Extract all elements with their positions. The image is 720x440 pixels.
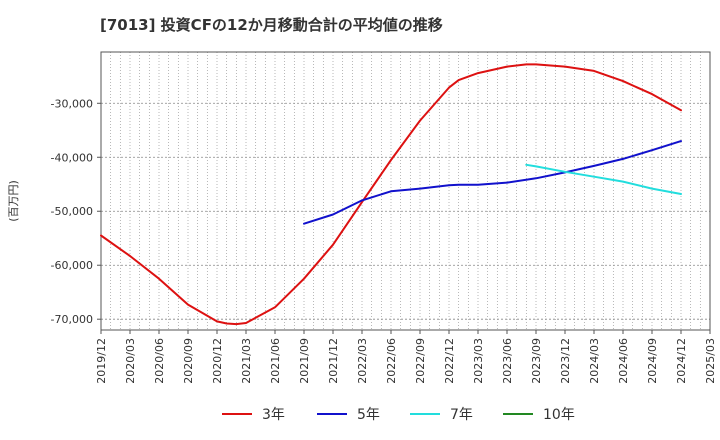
x-tick-label: 2021/03 [240, 338, 253, 384]
data-point [525, 164, 527, 166]
x-tick-label: 2022/03 [356, 338, 369, 384]
grid [101, 52, 710, 330]
x-tick-label: 2020/09 [182, 338, 195, 384]
x-tick-label: 2021/12 [327, 338, 340, 384]
data-point [419, 187, 421, 190]
data-point [506, 182, 508, 184]
data-point [458, 79, 460, 81]
y-axis-label: (百万円) [7, 180, 20, 222]
data-point [303, 223, 305, 225]
data-point [593, 70, 595, 72]
x-tick-label: 2024/09 [646, 338, 659, 384]
data-point [100, 234, 102, 237]
y-tick-label: -70,000 [51, 313, 93, 326]
data-point [506, 65, 508, 68]
x-tick-label: 2025/03 [704, 338, 717, 384]
x-tick-label: 2020/03 [124, 338, 137, 384]
data-point [390, 190, 392, 192]
legend-label: 10年 [543, 407, 575, 423]
data-point [535, 63, 537, 66]
data-point [477, 184, 479, 186]
data-point [187, 304, 189, 306]
legend-label: 3年 [262, 407, 285, 423]
x-tick-label: 2024/12 [675, 338, 688, 384]
data-point [419, 119, 421, 122]
x-tick-label: 2020/06 [153, 338, 166, 384]
x-tick-label: 2024/06 [617, 338, 630, 384]
y-tick-label: -30,000 [51, 97, 93, 110]
data-point [680, 140, 682, 142]
data-point [390, 159, 392, 161]
data-point [593, 176, 595, 178]
data-point [651, 93, 653, 95]
data-point [680, 193, 682, 195]
x-tick-label: 2021/09 [298, 338, 311, 384]
legend-label: 5年 [357, 407, 380, 423]
data-point [535, 177, 537, 179]
y-tick-label: -50,000 [51, 205, 93, 218]
data-point [158, 278, 160, 280]
data-point [477, 72, 479, 74]
data-point [622, 158, 624, 160]
x-tick-label: 2019/12 [95, 338, 108, 384]
data-point [448, 87, 450, 89]
y-axis: -70,000 -60,000 -50,000 -40,000 -30,000 [51, 97, 101, 326]
x-tick-label: 2023/06 [501, 338, 514, 384]
x-tick-label: 2023/12 [559, 338, 572, 384]
x-tick-label: 2023/09 [530, 338, 543, 384]
data-point [129, 255, 131, 257]
x-tick-label: 2023/03 [472, 338, 485, 384]
data-point [226, 322, 228, 325]
data-point [622, 180, 624, 183]
legend-label: 7年 [450, 407, 473, 423]
data-point [235, 323, 237, 325]
x-tick-label: 2022/06 [385, 338, 398, 384]
data-point [622, 80, 624, 82]
data-point [361, 201, 363, 203]
data-point [245, 322, 247, 324]
data-point [458, 184, 460, 186]
x-axis: 2019/12 2020/03 2020/06 2020/09 2020/12 2021/… [95, 330, 717, 384]
data-point [332, 213, 334, 216]
x-tick-label: 2020/12 [211, 338, 224, 384]
plot-frame [100, 51, 711, 331]
x-tick-label: 2022/09 [414, 338, 427, 384]
data-point [651, 149, 653, 151]
data-point [535, 165, 537, 168]
data-point [680, 109, 682, 111]
y-tick-label: -40,000 [51, 151, 93, 164]
data-point [564, 171, 566, 173]
series-layer [100, 63, 682, 326]
data-point [651, 187, 653, 190]
x-tick-label: 2022/12 [443, 338, 456, 384]
data-point [274, 306, 276, 308]
data-point [216, 320, 218, 322]
x-tick-label: 2021/06 [269, 338, 282, 384]
data-point [448, 184, 450, 186]
data-point [564, 65, 566, 68]
data-point [332, 244, 334, 246]
chart-title: [7013] 投資CFの12か月移動合計の平均値の推移 [100, 16, 443, 34]
data-point [303, 278, 305, 280]
y-tick-label: -60,000 [51, 259, 93, 272]
data-point [361, 199, 363, 202]
x-tick-label: 2024/03 [588, 338, 601, 384]
legend: 3年 5年 7年 10年 [222, 407, 575, 423]
data-point [593, 165, 595, 167]
data-point [525, 63, 527, 66]
